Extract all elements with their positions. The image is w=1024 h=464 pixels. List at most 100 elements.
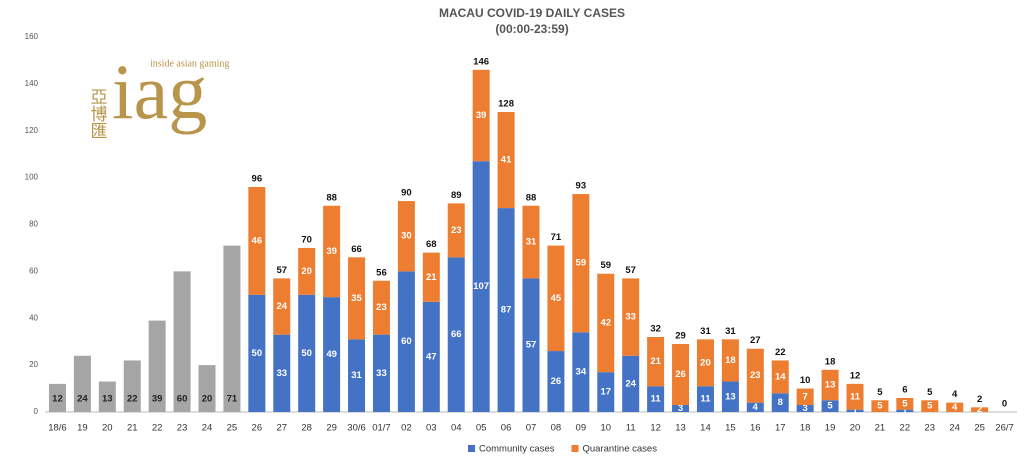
data-label: 11: [700, 394, 711, 405]
bar-segment: [173, 271, 191, 412]
data-label: 30: [401, 231, 412, 242]
bar-segment: [348, 257, 366, 340]
bar-segment: [946, 402, 964, 412]
x-tick-label: 21: [875, 423, 886, 434]
data-label: 33: [276, 368, 287, 379]
x-tick-label: 14: [700, 423, 711, 434]
bar-segment: [497, 112, 515, 209]
x-tick-label: 12: [650, 423, 661, 434]
data-label: 14: [775, 371, 786, 382]
bar-segment: [572, 194, 590, 333]
data-label: 71: [227, 394, 238, 405]
data-label: 3: [678, 403, 683, 414]
total-label: 128: [498, 99, 514, 110]
x-tick-label: 09: [576, 423, 587, 434]
data-label: 24: [77, 394, 88, 405]
data-label: 7: [803, 391, 808, 402]
total-label: 66: [351, 244, 362, 255]
data-label: 13: [725, 391, 736, 402]
bar-segment: [472, 161, 490, 412]
x-tick-label: 25: [974, 423, 985, 434]
x-tick-label: 23: [177, 423, 188, 434]
data-label: 11: [850, 391, 861, 402]
data-label: 39: [152, 394, 163, 405]
bar-segment: [198, 365, 216, 412]
logo-chinese: 亞博匯: [87, 88, 108, 139]
data-label: 20: [700, 357, 711, 368]
total-label: 68: [426, 239, 437, 250]
y-tick-label: 80: [29, 220, 38, 229]
data-label: 41: [501, 155, 512, 166]
data-label: 21: [426, 272, 437, 283]
x-tick-label: 26: [252, 423, 263, 434]
bar-segment: [372, 334, 390, 412]
bar-segment: [248, 294, 266, 412]
bar-segment: [497, 208, 515, 412]
bar-segment: [298, 247, 316, 295]
data-label: 24: [276, 301, 287, 312]
total-label: 57: [625, 265, 636, 276]
total-label: 18: [825, 356, 836, 367]
total-label: 32: [650, 324, 661, 335]
y-tick-label: 0: [34, 407, 39, 416]
bar-segment: [696, 386, 714, 412]
data-label: 3: [803, 403, 808, 414]
x-tick-label: 23: [924, 423, 935, 434]
x-tick-label: 05: [476, 423, 487, 434]
x-tick-label: 16: [750, 423, 761, 434]
data-label: 5: [902, 398, 908, 409]
data-label: 23: [750, 370, 761, 381]
data-label: 60: [401, 336, 412, 347]
total-label: 5: [877, 387, 883, 398]
data-label: 21: [650, 356, 661, 367]
bar-segment: [547, 351, 565, 412]
bar-segment: [647, 337, 665, 387]
bar-segment: [422, 252, 440, 302]
bar-segment: [921, 400, 939, 412]
bar-segment: [796, 388, 814, 405]
data-label: 45: [551, 293, 562, 304]
bar-segment: [298, 294, 316, 412]
total-label: 88: [526, 192, 537, 203]
bar-segment: [647, 386, 665, 412]
x-tick-label: 20: [850, 423, 861, 434]
data-label: 66: [451, 329, 462, 340]
x-tick-label: 06: [501, 423, 512, 434]
data-label: 20: [301, 266, 312, 277]
total-label: 71: [551, 232, 562, 243]
bar-segment: [447, 257, 465, 412]
total-label: 57: [276, 265, 287, 276]
bar-segment: [771, 360, 789, 394]
chart-subtitle: (00:00-23:59): [495, 22, 568, 36]
x-tick-label: 01/7: [372, 423, 391, 434]
bar-segment: [148, 320, 166, 412]
bar-segment: [422, 301, 440, 412]
y-tick-label: 120: [25, 126, 39, 135]
data-label: 35: [351, 293, 362, 304]
data-label: 60: [177, 394, 188, 405]
bar-segment: [73, 355, 91, 412]
x-tick-label: 11: [626, 423, 636, 434]
bar-segment: [223, 245, 241, 412]
x-tick-label: 30/6: [347, 423, 366, 434]
x-tick-label: 19: [77, 423, 88, 434]
data-label: 5: [877, 401, 883, 412]
data-label: 17: [600, 387, 611, 398]
bar-segment: [348, 339, 366, 412]
bar-segment: [323, 297, 341, 412]
y-tick-label: 140: [25, 79, 39, 88]
total-label: 10: [800, 375, 811, 386]
bar-segment: [248, 187, 266, 295]
data-label: 4: [952, 402, 958, 413]
total-label: 96: [252, 174, 263, 185]
x-tick-label: 13: [675, 423, 686, 434]
x-tick-label: 19: [825, 423, 836, 434]
data-label: 33: [376, 368, 387, 379]
bar-segment: [472, 69, 490, 162]
data-label: 31: [526, 237, 537, 248]
bar-segment: [896, 397, 914, 410]
data-label: 59: [576, 258, 587, 269]
bar-segment: [48, 383, 66, 412]
logo-mark: iag: [112, 48, 207, 135]
data-label: 46: [252, 235, 263, 246]
